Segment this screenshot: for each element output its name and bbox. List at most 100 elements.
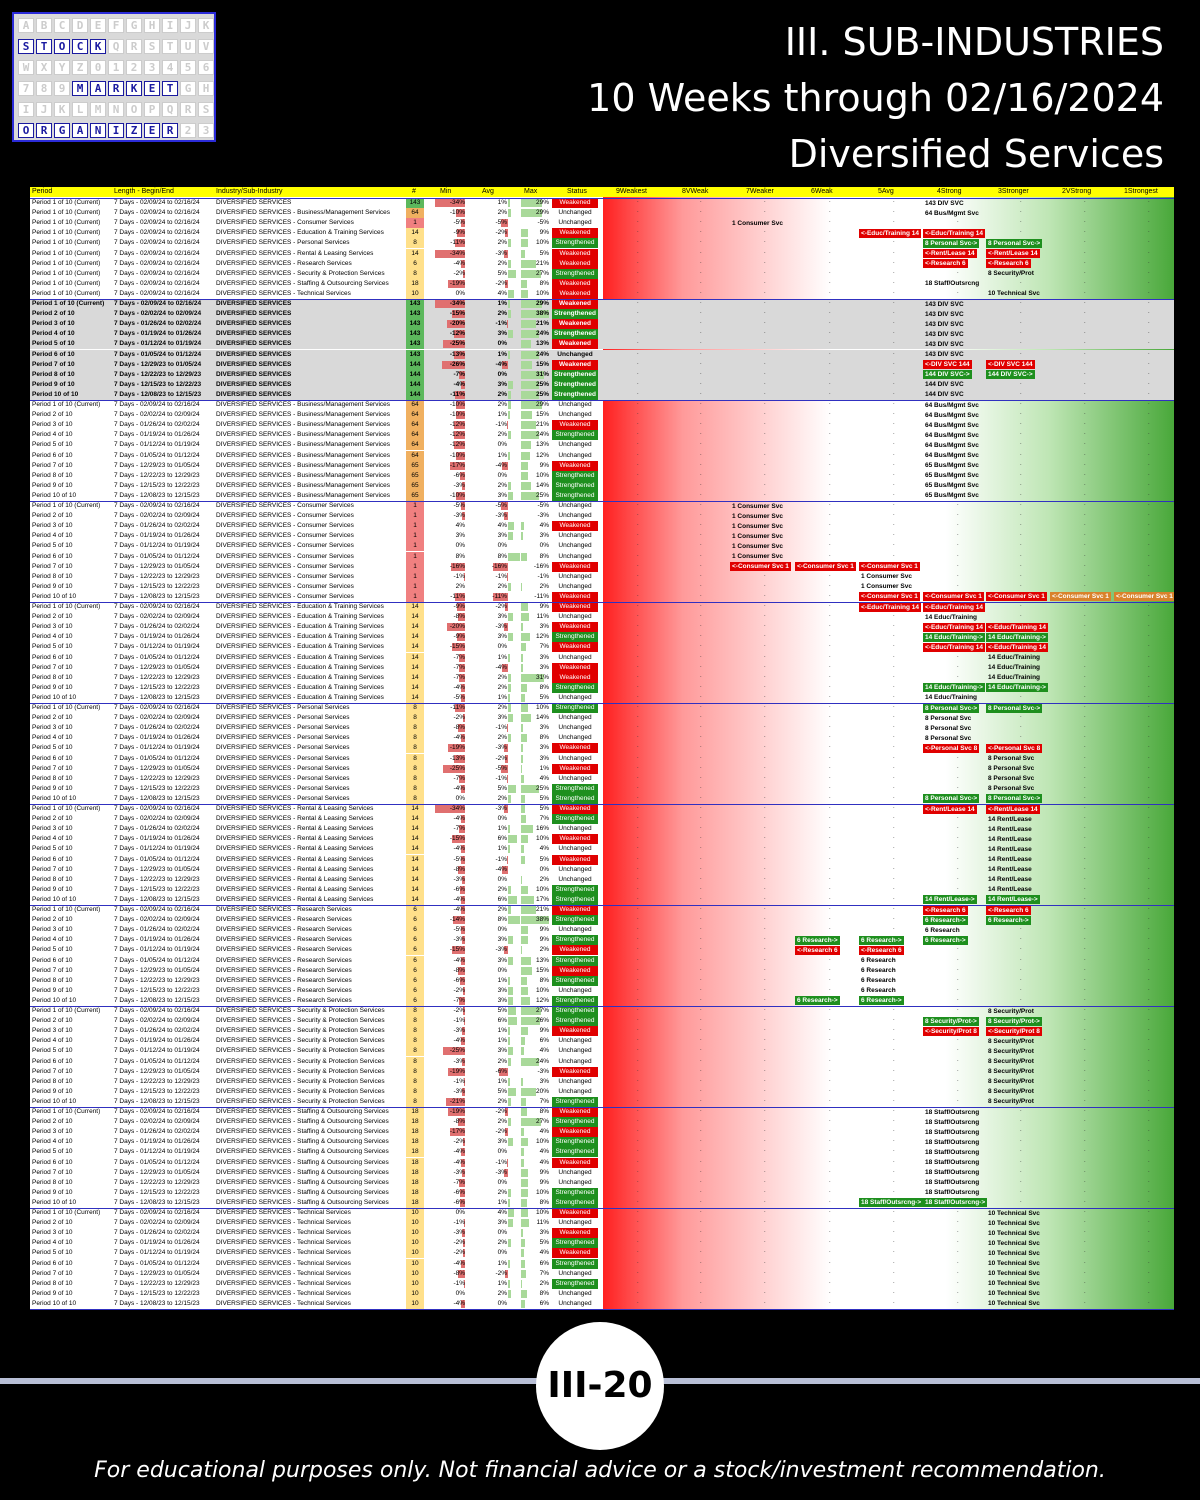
table-row[interactable]: Period 2 of 10 7 Days - 02/02/24 to 02/09…	[30, 511, 1174, 522]
table-row[interactable]: Period 1 of 10 (Current) 7 Days - 02/09/2…	[30, 1208, 1174, 1218]
col-header-min[interactable]: Min	[440, 188, 452, 195]
table-row[interactable]: Period 3 of 10 7 Days - 01/26/24 to 02/02…	[30, 1127, 1174, 1138]
table-row[interactable]: Period 8 of 10 7 Days - 12/22/23 to 12/29…	[30, 1278, 1174, 1289]
table-row[interactable]: Period 9 of 10 7 Days - 12/15/23 to 12/22…	[30, 1086, 1174, 1097]
table-row[interactable]: Period 7 of 10 7 Days - 12/29/23 to 01/05…	[30, 965, 1174, 976]
table-row[interactable]: Period 8 of 10 7 Days - 12/22/23 to 12/29…	[30, 874, 1174, 885]
table-row[interactable]: Period 4 of 10 7 Days - 01/19/24 to 01/26…	[30, 1238, 1174, 1249]
table-row[interactable]: Period 9 of 10 7 Days - 12/15/23 to 12/22…	[30, 379, 1174, 390]
table-row[interactable]: Period 1 of 10 (Current) 7 Days - 02/09/2…	[30, 400, 1174, 410]
table-row[interactable]: Period 10 of 10 7 Days - 12/08/23 to 12/1…	[30, 490, 1174, 501]
table-row[interactable]: Period 2 of 10 7 Days - 02/02/24 to 02/09…	[30, 612, 1174, 623]
table-row[interactable]: Period 1 of 10 (Current) 7 Days - 02/09/2…	[30, 299, 1174, 309]
col-header-max[interactable]: Max	[524, 188, 538, 195]
table-row[interactable]: Period 1 of 10 (Current) 7 Days - 02/09/2…	[30, 268, 1174, 279]
table-row[interactable]: Period 1 of 10 (Current) 7 Days - 02/09/2…	[30, 198, 1174, 208]
table-row[interactable]: Period 1 of 10 (Current) 7 Days - 02/09/2…	[30, 258, 1174, 269]
table-row[interactable]: Period 10 of 10 7 Days - 12/08/23 to 12/1…	[30, 1298, 1174, 1309]
col-header-5avg[interactable]: 5Avg	[878, 188, 894, 195]
table-row[interactable]: Period 7 of 10 7 Days - 12/29/23 to 01/05…	[30, 763, 1174, 774]
table-row[interactable]: Period 6 of 10 7 Days - 01/05/24 to 01/12…	[30, 1258, 1174, 1269]
table-row[interactable]: Period 8 of 10 7 Days - 12/22/23 to 12/29…	[30, 571, 1174, 582]
table-row[interactable]: Period 1 of 10 (Current) 7 Days - 02/09/2…	[30, 218, 1174, 229]
table-row[interactable]: Period 9 of 10 7 Days - 12/15/23 to 12/22…	[30, 1288, 1174, 1299]
table-row[interactable]: Period 7 of 10 7 Days - 12/29/23 to 01/05…	[30, 561, 1174, 572]
table-row[interactable]: Period 2 of 10 7 Days - 02/02/24 to 02/09…	[30, 309, 1174, 320]
table-row[interactable]: Period 7 of 10 7 Days - 12/29/23 to 01/05…	[30, 662, 1174, 673]
table-row[interactable]: Period 4 of 10 7 Days - 01/19/24 to 01/26…	[30, 632, 1174, 643]
table-row[interactable]: Period 1 of 10 (Current) 7 Days - 02/09/2…	[30, 208, 1174, 219]
table-row[interactable]: Period 6 of 10 7 Days - 01/05/24 to 01/12…	[30, 1157, 1174, 1168]
table-row[interactable]: Period 8 of 10 7 Days - 12/22/23 to 12/29…	[30, 369, 1174, 380]
table-row[interactable]: Period 9 of 10 7 Days - 12/15/23 to 12/22…	[30, 783, 1174, 794]
table-row[interactable]: Period 4 of 10 7 Days - 01/19/24 to 01/26…	[30, 1137, 1174, 1148]
col-header-count[interactable]: #	[412, 188, 416, 195]
table-row[interactable]: Period 7 of 10 7 Days - 12/29/23 to 01/05…	[30, 1268, 1174, 1279]
table-row[interactable]: Period 4 of 10 7 Days - 01/19/24 to 01/26…	[30, 329, 1174, 340]
table-row[interactable]: Period 10 of 10 7 Days - 12/08/23 to 12/1…	[30, 1096, 1174, 1107]
table-row[interactable]: Period 6 of 10 7 Days - 01/05/24 to 01/12…	[30, 854, 1174, 865]
col-header-avg[interactable]: Avg	[482, 188, 494, 195]
table-row[interactable]: Period 7 of 10 7 Days - 12/29/23 to 01/05…	[30, 1066, 1174, 1077]
table-row[interactable]: Period 5 of 10 7 Days - 01/12/24 to 01/19…	[30, 440, 1174, 451]
table-row[interactable]: Period 9 of 10 7 Days - 12/15/23 to 12/22…	[30, 884, 1174, 895]
table-row[interactable]: Period 8 of 10 7 Days - 12/22/23 to 12/29…	[30, 773, 1174, 784]
table-row[interactable]: Period 8 of 10 7 Days - 12/22/23 to 12/29…	[30, 470, 1174, 481]
table-row[interactable]: Period 5 of 10 7 Days - 01/12/24 to 01/19…	[30, 1046, 1174, 1057]
table-row[interactable]: Period 4 of 10 7 Days - 01/19/24 to 01/26…	[30, 430, 1174, 441]
table-row[interactable]: Period 9 of 10 7 Days - 12/15/23 to 12/22…	[30, 480, 1174, 491]
table-row[interactable]: Period 5 of 10 7 Days - 01/12/24 to 01/19…	[30, 642, 1174, 653]
table-row[interactable]: Period 10 of 10 7 Days - 12/08/23 to 12/1…	[30, 995, 1174, 1006]
table-row[interactable]: Period 6 of 10 7 Days - 01/05/24 to 01/12…	[30, 955, 1174, 966]
col-header-length[interactable]: Length - Begin/End	[114, 188, 174, 195]
table-row[interactable]: Period 5 of 10 7 Days - 01/12/24 to 01/19…	[30, 1147, 1174, 1158]
col-header-6weak[interactable]: 6Weak	[811, 188, 833, 195]
table-row[interactable]: Period 10 of 10 7 Days - 12/08/23 to 12/1…	[30, 389, 1174, 400]
table-row[interactable]: Period 5 of 10 7 Days - 01/12/24 to 01/19…	[30, 1248, 1174, 1259]
table-row[interactable]: Period 6 of 10 7 Days - 01/05/24 to 01/12…	[30, 1056, 1174, 1067]
table-row[interactable]: Period 5 of 10 7 Days - 01/12/24 to 01/19…	[30, 339, 1174, 350]
table-row[interactable]: Period 1 of 10 (Current) 7 Days - 02/09/2…	[30, 501, 1174, 511]
table-row[interactable]: Period 3 of 10 7 Days - 01/26/24 to 02/02…	[30, 420, 1174, 431]
table-row[interactable]: Period 8 of 10 7 Days - 12/22/23 to 12/29…	[30, 1076, 1174, 1087]
table-row[interactable]: Period 2 of 10 7 Days - 02/02/24 to 02/09…	[30, 1218, 1174, 1229]
table-row[interactable]: Period 10 of 10 7 Days - 12/08/23 to 12/1…	[30, 894, 1174, 905]
table-row[interactable]: Period 4 of 10 7 Days - 01/19/24 to 01/26…	[30, 935, 1174, 946]
table-row[interactable]: Period 2 of 10 7 Days - 02/02/24 to 02/09…	[30, 1016, 1174, 1027]
col-header-2vstrong[interactable]: 2VStrong	[1062, 188, 1092, 195]
table-row[interactable]: Period 4 of 10 7 Days - 01/19/24 to 01/26…	[30, 733, 1174, 744]
table-row[interactable]: Period 9 of 10 7 Days - 12/15/23 to 12/22…	[30, 1187, 1174, 1198]
table-row[interactable]: Period 9 of 10 7 Days - 12/15/23 to 12/22…	[30, 682, 1174, 693]
table-row[interactable]: Period 2 of 10 7 Days - 02/02/24 to 02/09…	[30, 814, 1174, 825]
table-row[interactable]: Period 1 of 10 (Current) 7 Days - 02/09/2…	[30, 228, 1174, 239]
table-row[interactable]: Period 6 of 10 7 Days - 01/05/24 to 01/12…	[30, 551, 1174, 562]
col-header-4strong[interactable]: 4Strong	[937, 188, 962, 195]
table-row[interactable]: Period 6 of 10 7 Days - 01/05/24 to 01/12…	[30, 753, 1174, 764]
table-row[interactable]: Period 10 of 10 7 Days - 12/08/23 to 12/1…	[30, 1197, 1174, 1208]
table-row[interactable]: Period 7 of 10 7 Days - 12/29/23 to 01/05…	[30, 864, 1174, 875]
table-row[interactable]: Period 4 of 10 7 Days - 01/19/24 to 01/26…	[30, 531, 1174, 542]
table-row[interactable]: Period 2 of 10 7 Days - 02/02/24 to 02/09…	[30, 410, 1174, 421]
table-row[interactable]: Period 2 of 10 7 Days - 02/02/24 to 02/09…	[30, 713, 1174, 724]
table-row[interactable]: Period 4 of 10 7 Days - 01/19/24 to 01/26…	[30, 834, 1174, 845]
col-header-period[interactable]: Period	[32, 188, 53, 195]
col-header-7weaker[interactable]: 7Weaker	[746, 188, 774, 195]
table-row[interactable]: Period 2 of 10 7 Days - 02/02/24 to 02/09…	[30, 915, 1174, 926]
table-row[interactable]: Period 2 of 10 7 Days - 02/02/24 to 02/09…	[30, 1117, 1174, 1128]
table-row[interactable]: Period 7 of 10 7 Days - 12/29/23 to 01/05…	[30, 460, 1174, 471]
table-row[interactable]: Period 3 of 10 7 Days - 01/26/24 to 02/02…	[30, 925, 1174, 936]
table-row[interactable]: Period 6 of 10 7 Days - 01/05/24 to 01/12…	[30, 652, 1174, 663]
table-row[interactable]: Period 8 of 10 7 Days - 12/22/23 to 12/29…	[30, 1177, 1174, 1188]
table-row[interactable]: Period 1 of 10 (Current) 7 Days - 02/09/2…	[30, 278, 1174, 289]
table-row[interactable]: Period 7 of 10 7 Days - 12/29/23 to 01/05…	[30, 1167, 1174, 1178]
col-header-1strongest[interactable]: 1Strongest	[1124, 188, 1158, 195]
table-row[interactable]: Period 1 of 10 (Current) 7 Days - 02/09/2…	[30, 602, 1174, 612]
table-row[interactable]: Period 5 of 10 7 Days - 01/12/24 to 01/19…	[30, 743, 1174, 754]
col-header-3stronger[interactable]: 3Stronger	[998, 188, 1029, 195]
table-row[interactable]: Period 3 of 10 7 Days - 01/26/24 to 02/02…	[30, 723, 1174, 734]
table-row[interactable]: Period 6 of 10 7 Days - 01/05/24 to 01/12…	[30, 349, 1174, 360]
table-row[interactable]: Period 10 of 10 7 Days - 12/08/23 to 12/1…	[30, 692, 1174, 703]
table-row[interactable]: Period 1 of 10 (Current) 7 Days - 02/09/2…	[30, 1107, 1174, 1117]
col-header-industry[interactable]: Industry/Sub-Industry	[216, 188, 283, 195]
table-row[interactable]: Period 5 of 10 7 Days - 01/12/24 to 01/19…	[30, 844, 1174, 855]
